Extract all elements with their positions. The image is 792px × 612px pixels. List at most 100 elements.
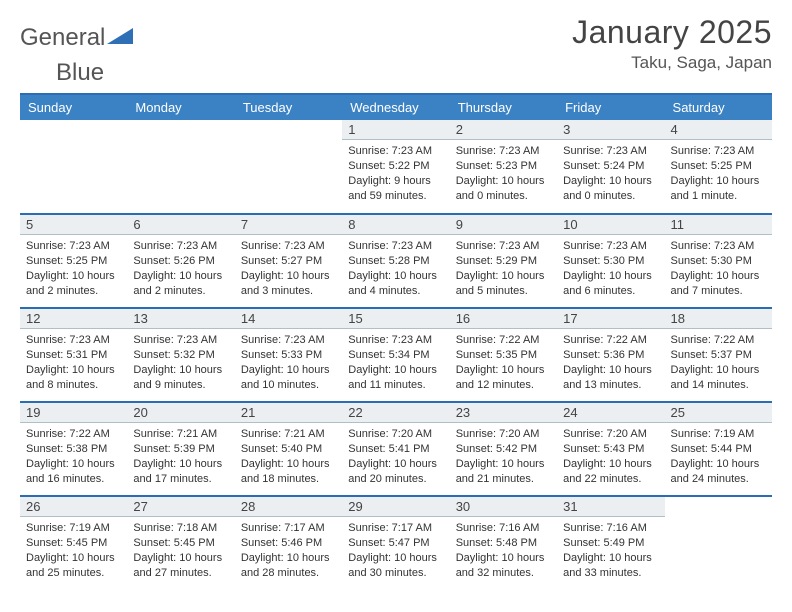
- calendar-cell: 27Sunrise: 7:18 AMSunset: 5:45 PMDayligh…: [127, 496, 234, 590]
- sunset-text: Sunset: 5:45 PM: [26, 536, 121, 551]
- day-number: 21: [235, 403, 342, 423]
- daylight-text: Daylight: 10 hours and 3 minutes.: [241, 269, 336, 299]
- day-header: Sunday: [20, 94, 127, 120]
- logo-triangle-icon: [107, 26, 133, 51]
- calendar-cell: 11Sunrise: 7:23 AMSunset: 5:30 PMDayligh…: [665, 214, 772, 308]
- calendar-cell: 1Sunrise: 7:23 AMSunset: 5:22 PMDaylight…: [342, 120, 449, 214]
- calendar-cell: 26Sunrise: 7:19 AMSunset: 5:45 PMDayligh…: [20, 496, 127, 590]
- sunrise-text: Sunrise: 7:16 AM: [563, 521, 658, 536]
- day-details: Sunrise: 7:19 AMSunset: 5:45 PMDaylight:…: [20, 517, 127, 582]
- daylight-text: Daylight: 10 hours and 7 minutes.: [671, 269, 766, 299]
- daylight-text: Daylight: 10 hours and 33 minutes.: [563, 551, 658, 581]
- calendar-cell: 7Sunrise: 7:23 AMSunset: 5:27 PMDaylight…: [235, 214, 342, 308]
- sunrise-text: Sunrise: 7:23 AM: [671, 144, 766, 159]
- sunset-text: Sunset: 5:22 PM: [348, 159, 443, 174]
- day-header: Monday: [127, 94, 234, 120]
- sunrise-text: Sunrise: 7:23 AM: [348, 144, 443, 159]
- sunrise-text: Sunrise: 7:23 AM: [456, 144, 551, 159]
- day-number: [20, 120, 127, 124]
- sunset-text: Sunset: 5:27 PM: [241, 254, 336, 269]
- daylight-text: Daylight: 10 hours and 2 minutes.: [133, 269, 228, 299]
- sunrise-text: Sunrise: 7:19 AM: [26, 521, 121, 536]
- sunset-text: Sunset: 5:32 PM: [133, 348, 228, 363]
- day-number: 11: [665, 215, 772, 235]
- sunset-text: Sunset: 5:39 PM: [133, 442, 228, 457]
- daylight-text: Daylight: 10 hours and 13 minutes.: [563, 363, 658, 393]
- day-details: Sunrise: 7:23 AMSunset: 5:25 PMDaylight:…: [665, 140, 772, 205]
- calendar-cell: 5Sunrise: 7:23 AMSunset: 5:25 PMDaylight…: [20, 214, 127, 308]
- sunset-text: Sunset: 5:34 PM: [348, 348, 443, 363]
- daylight-text: Daylight: 10 hours and 21 minutes.: [456, 457, 551, 487]
- day-details: Sunrise: 7:23 AMSunset: 5:27 PMDaylight:…: [235, 235, 342, 300]
- day-number: 18: [665, 309, 772, 329]
- day-details: Sunrise: 7:23 AMSunset: 5:28 PMDaylight:…: [342, 235, 449, 300]
- day-details: Sunrise: 7:23 AMSunset: 5:26 PMDaylight:…: [127, 235, 234, 300]
- day-details: Sunrise: 7:17 AMSunset: 5:46 PMDaylight:…: [235, 517, 342, 582]
- day-details: Sunrise: 7:21 AMSunset: 5:39 PMDaylight:…: [127, 423, 234, 488]
- day-details: Sunrise: 7:23 AMSunset: 5:23 PMDaylight:…: [450, 140, 557, 205]
- day-number: [665, 497, 772, 501]
- day-number: 4: [665, 120, 772, 140]
- calendar-cell: 8Sunrise: 7:23 AMSunset: 5:28 PMDaylight…: [342, 214, 449, 308]
- calendar-cell: 17Sunrise: 7:22 AMSunset: 5:36 PMDayligh…: [557, 308, 664, 402]
- day-number: 12: [20, 309, 127, 329]
- daylight-text: Daylight: 9 hours and 59 minutes.: [348, 174, 443, 204]
- day-header: Tuesday: [235, 94, 342, 120]
- daylight-text: Daylight: 10 hours and 2 minutes.: [26, 269, 121, 299]
- calendar-cell: 3Sunrise: 7:23 AMSunset: 5:24 PMDaylight…: [557, 120, 664, 214]
- day-number: 3: [557, 120, 664, 140]
- daylight-text: Daylight: 10 hours and 17 minutes.: [133, 457, 228, 487]
- day-details: Sunrise: 7:23 AMSunset: 5:29 PMDaylight:…: [450, 235, 557, 300]
- calendar-cell: 18Sunrise: 7:22 AMSunset: 5:37 PMDayligh…: [665, 308, 772, 402]
- day-number: 28: [235, 497, 342, 517]
- day-number: 27: [127, 497, 234, 517]
- sunrise-text: Sunrise: 7:23 AM: [241, 333, 336, 348]
- sunrise-text: Sunrise: 7:16 AM: [456, 521, 551, 536]
- sunset-text: Sunset: 5:24 PM: [563, 159, 658, 174]
- daylight-text: Daylight: 10 hours and 16 minutes.: [26, 457, 121, 487]
- day-details: Sunrise: 7:20 AMSunset: 5:42 PMDaylight:…: [450, 423, 557, 488]
- calendar-cell: 25Sunrise: 7:19 AMSunset: 5:44 PMDayligh…: [665, 402, 772, 496]
- daylight-text: Daylight: 10 hours and 28 minutes.: [241, 551, 336, 581]
- day-number: 20: [127, 403, 234, 423]
- daylight-text: Daylight: 10 hours and 9 minutes.: [133, 363, 228, 393]
- sunset-text: Sunset: 5:23 PM: [456, 159, 551, 174]
- sunrise-text: Sunrise: 7:18 AM: [133, 521, 228, 536]
- day-header: Thursday: [450, 94, 557, 120]
- sunset-text: Sunset: 5:37 PM: [671, 348, 766, 363]
- sunrise-text: Sunrise: 7:20 AM: [563, 427, 658, 442]
- day-details: Sunrise: 7:19 AMSunset: 5:44 PMDaylight:…: [665, 423, 772, 488]
- day-details: Sunrise: 7:17 AMSunset: 5:47 PMDaylight:…: [342, 517, 449, 582]
- day-details: Sunrise: 7:22 AMSunset: 5:37 PMDaylight:…: [665, 329, 772, 394]
- daylight-text: Daylight: 10 hours and 5 minutes.: [456, 269, 551, 299]
- location-subtitle: Taku, Saga, Japan: [572, 53, 772, 73]
- calendar-cell: 30Sunrise: 7:16 AMSunset: 5:48 PMDayligh…: [450, 496, 557, 590]
- sunrise-text: Sunrise: 7:23 AM: [133, 333, 228, 348]
- daylight-text: Daylight: 10 hours and 4 minutes.: [348, 269, 443, 299]
- day-number: 9: [450, 215, 557, 235]
- calendar-cell: 29Sunrise: 7:17 AMSunset: 5:47 PMDayligh…: [342, 496, 449, 590]
- calendar-tbody: 1Sunrise: 7:23 AMSunset: 5:22 PMDaylight…: [20, 120, 772, 590]
- calendar-cell: 19Sunrise: 7:22 AMSunset: 5:38 PMDayligh…: [20, 402, 127, 496]
- day-details: Sunrise: 7:23 AMSunset: 5:25 PMDaylight:…: [20, 235, 127, 300]
- day-details: Sunrise: 7:22 AMSunset: 5:35 PMDaylight:…: [450, 329, 557, 394]
- sunrise-text: Sunrise: 7:23 AM: [348, 239, 443, 254]
- sunrise-text: Sunrise: 7:23 AM: [671, 239, 766, 254]
- calendar-week-row: 19Sunrise: 7:22 AMSunset: 5:38 PMDayligh…: [20, 402, 772, 496]
- day-details: Sunrise: 7:23 AMSunset: 5:30 PMDaylight:…: [557, 235, 664, 300]
- day-number: 19: [20, 403, 127, 423]
- daylight-text: Daylight: 10 hours and 6 minutes.: [563, 269, 658, 299]
- month-title: January 2025: [572, 14, 772, 51]
- sunrise-text: Sunrise: 7:17 AM: [241, 521, 336, 536]
- sunset-text: Sunset: 5:33 PM: [241, 348, 336, 363]
- daylight-text: Daylight: 10 hours and 22 minutes.: [563, 457, 658, 487]
- day-details: Sunrise: 7:16 AMSunset: 5:48 PMDaylight:…: [450, 517, 557, 582]
- day-number: 29: [342, 497, 449, 517]
- daylight-text: Daylight: 10 hours and 14 minutes.: [671, 363, 766, 393]
- calendar-cell: 14Sunrise: 7:23 AMSunset: 5:33 PMDayligh…: [235, 308, 342, 402]
- calendar-cell: 15Sunrise: 7:23 AMSunset: 5:34 PMDayligh…: [342, 308, 449, 402]
- sunset-text: Sunset: 5:49 PM: [563, 536, 658, 551]
- day-number: 13: [127, 309, 234, 329]
- sunrise-text: Sunrise: 7:23 AM: [563, 144, 658, 159]
- daylight-text: Daylight: 10 hours and 18 minutes.: [241, 457, 336, 487]
